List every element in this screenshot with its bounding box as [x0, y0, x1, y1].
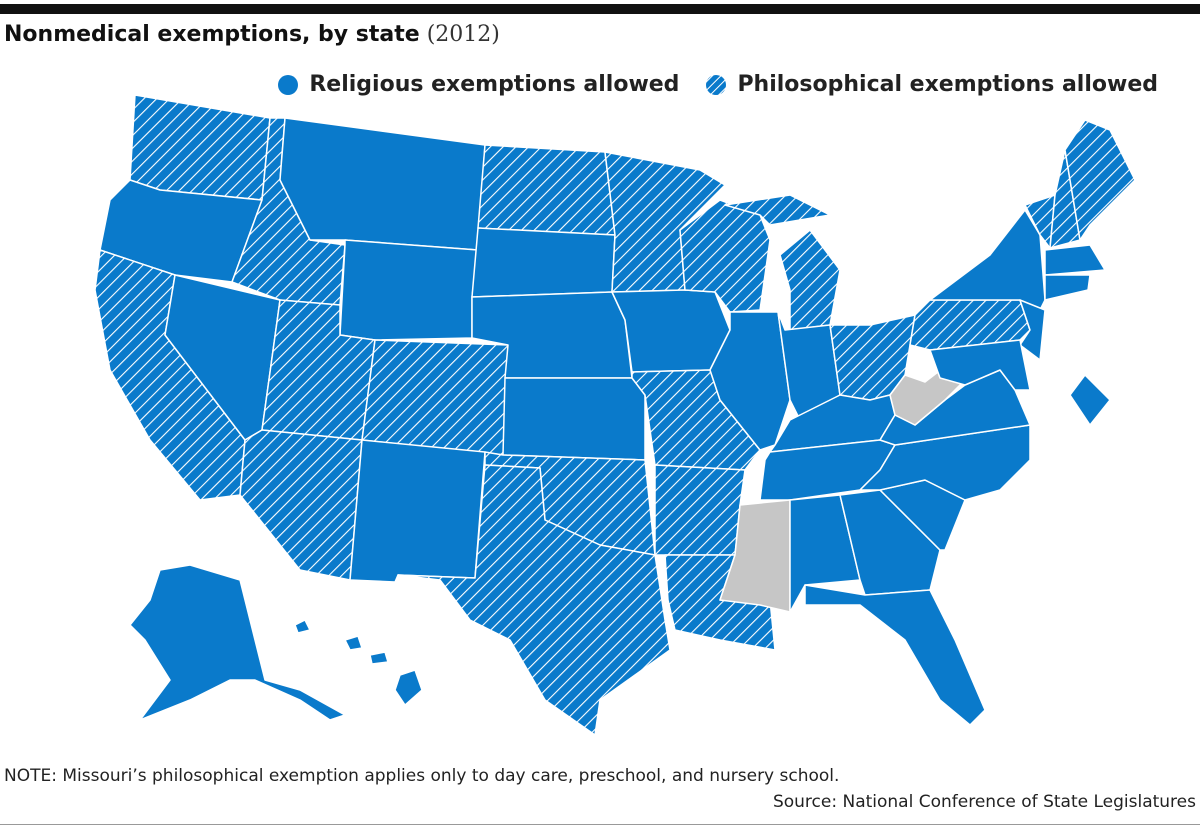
legend-label: Philosophical exemptions allowed — [737, 72, 1158, 97]
legend-item: Philosophical exemptions allowed — [705, 72, 1158, 97]
bottom-rule — [0, 824, 1200, 825]
state — [1044, 274, 1091, 301]
state — [724, 194, 831, 226]
state — [339, 239, 479, 341]
state — [929, 339, 1031, 391]
us-map — [94, 94, 1136, 736]
state — [99, 179, 263, 283]
state — [1064, 119, 1136, 241]
state — [129, 94, 271, 201]
state — [279, 117, 486, 251]
state — [789, 494, 861, 613]
legend-label: Religious exemptions allowed — [309, 72, 680, 97]
legend-swatch — [278, 74, 299, 95]
state — [654, 464, 746, 556]
state — [611, 289, 731, 373]
state — [349, 439, 486, 583]
legend-swatch — [706, 74, 727, 95]
state — [779, 229, 841, 331]
state — [1044, 244, 1106, 276]
title-text: Nonmedical exemptions, by state — [4, 22, 420, 47]
note: NOTE: Missouri’s philosophical exemption… — [4, 766, 840, 786]
state — [859, 424, 1031, 501]
legend: Religious exemptions allowed Philosophic… — [251, 72, 1158, 97]
state — [361, 339, 509, 456]
legend-item: Religious exemptions allowed — [277, 72, 679, 97]
state — [344, 635, 363, 651]
state — [477, 144, 616, 236]
top-rule — [0, 4, 1200, 14]
state — [804, 584, 986, 726]
state — [397, 464, 671, 736]
title-year: (2012) — [426, 22, 500, 47]
state — [1019, 299, 1046, 361]
state — [129, 564, 346, 721]
title: Nonmedical exemptions, by state (2012) — [4, 22, 500, 47]
states — [94, 94, 1136, 736]
state — [239, 429, 363, 581]
state — [1069, 374, 1111, 426]
state — [294, 619, 311, 634]
state — [502, 377, 646, 461]
state — [369, 651, 389, 665]
state — [471, 227, 616, 298]
source: Source: National Conference of State Leg… — [772, 792, 1196, 812]
state — [394, 669, 423, 706]
